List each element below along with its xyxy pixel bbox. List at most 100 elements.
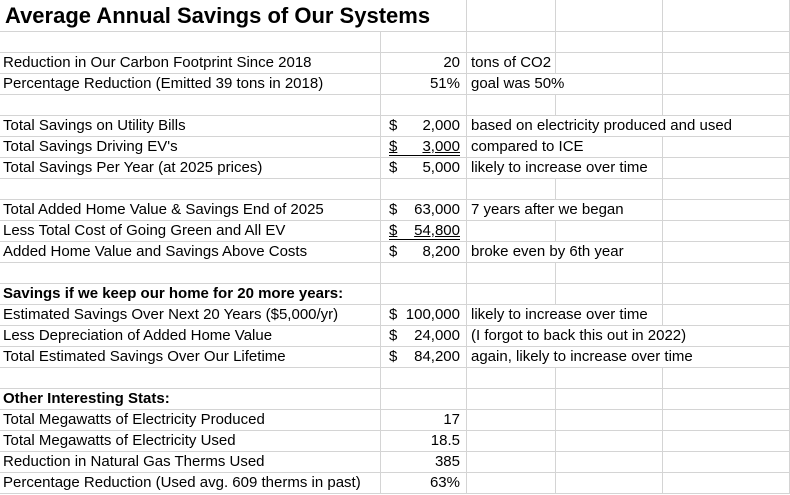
cell[interactable] — [556, 0, 663, 31]
row-label[interactable] — [0, 95, 381, 115]
cell[interactable] — [467, 0, 556, 31]
note-cell[interactable]: based on electricity produced and used — [467, 116, 790, 136]
cell[interactable] — [663, 95, 790, 115]
row-label[interactable]: Total Estimated Savings Over Our Lifetim… — [0, 347, 381, 367]
amount-cell[interactable]: $8,200 — [381, 242, 467, 262]
cell[interactable] — [663, 200, 790, 220]
value-cell[interactable] — [381, 284, 467, 304]
amount-cell[interactable]: $63,000 — [381, 200, 467, 220]
cell[interactable] — [467, 410, 556, 430]
cell[interactable] — [556, 389, 663, 409]
note-cell[interactable]: likely to increase over time — [467, 305, 663, 325]
value-cell[interactable] — [381, 263, 467, 283]
cell[interactable] — [663, 221, 790, 241]
cell[interactable] — [467, 263, 556, 283]
row-label[interactable]: Less Depreciation of Added Home Value — [0, 326, 381, 346]
cell[interactable] — [663, 158, 790, 178]
value-cell[interactable] — [381, 368, 467, 388]
cell[interactable] — [467, 452, 556, 472]
row-label[interactable] — [0, 179, 381, 199]
cell[interactable] — [663, 473, 790, 493]
cell[interactable] — [556, 410, 663, 430]
cell[interactable] — [663, 263, 790, 283]
row-label[interactable]: Reduction in Natural Gas Therms Used — [0, 452, 381, 472]
amount-cell[interactable]: $84,200 — [381, 347, 467, 367]
value-cell[interactable]: 51% — [381, 74, 467, 94]
row-label[interactable]: Total Added Home Value & Savings End of … — [0, 200, 381, 220]
cell[interactable] — [663, 305, 790, 325]
cell[interactable] — [663, 431, 790, 451]
cell[interactable] — [556, 473, 663, 493]
row-label[interactable]: Total Savings Driving EV's — [0, 137, 381, 157]
amount-cell[interactable]: $100,000 — [381, 305, 467, 325]
row-label[interactable]: Less Total Cost of Going Green and All E… — [0, 221, 381, 241]
note-cell[interactable]: (I forgot to back this out in 2022) — [467, 326, 790, 346]
cell[interactable] — [663, 242, 790, 262]
row-label[interactable]: Added Home Value and Savings Above Costs — [0, 242, 381, 262]
value-cell[interactable] — [381, 389, 467, 409]
value-cell[interactable]: 18.5 — [381, 431, 467, 451]
note-cell[interactable]: broke even by 6th year — [467, 242, 663, 262]
cell[interactable] — [556, 95, 663, 115]
cell[interactable] — [467, 389, 556, 409]
cell[interactable] — [467, 95, 556, 115]
row-label[interactable]: Percentage Reduction (Emitted 39 tons in… — [0, 74, 381, 94]
cell[interactable] — [663, 284, 790, 304]
note-cell[interactable]: tons of CO2 — [467, 53, 556, 73]
row-label[interactable]: Total Savings Per Year (at 2025 prices) — [0, 158, 381, 178]
row-label[interactable]: Total Megawatts of Electricity Used — [0, 431, 381, 451]
cell[interactable] — [663, 452, 790, 472]
note-cell[interactable]: goal was 50% — [467, 74, 663, 94]
value-cell[interactable]: 20 — [381, 53, 467, 73]
cell[interactable] — [663, 137, 790, 157]
value-cell[interactable] — [381, 32, 467, 52]
note-cell[interactable]: again, likely to increase over time — [467, 347, 790, 367]
sheet-title[interactable]: Average Annual Savings of Our Systems — [0, 0, 467, 31]
amount-cell[interactable]: $2,000 — [381, 116, 467, 136]
cell[interactable] — [556, 32, 663, 52]
value-cell[interactable] — [381, 95, 467, 115]
cell[interactable] — [467, 221, 556, 241]
row-label[interactable] — [0, 32, 381, 52]
cell[interactable] — [467, 179, 556, 199]
row-label[interactable] — [0, 263, 381, 283]
cell[interactable] — [467, 32, 556, 52]
value-cell[interactable]: 17 — [381, 410, 467, 430]
row-label[interactable]: Estimated Savings Over Next 20 Years ($5… — [0, 305, 381, 325]
value-cell[interactable]: 63% — [381, 473, 467, 493]
cell[interactable] — [663, 368, 790, 388]
row-label[interactable]: Reduction in Our Carbon Footprint Since … — [0, 53, 381, 73]
cell[interactable] — [556, 53, 663, 73]
cell[interactable] — [556, 368, 663, 388]
amount-cell[interactable]: $24,000 — [381, 326, 467, 346]
cell[interactable] — [556, 452, 663, 472]
section-heading[interactable]: Other Interesting Stats: — [0, 389, 381, 409]
cell[interactable] — [556, 179, 663, 199]
note-cell[interactable]: likely to increase over time — [467, 158, 663, 178]
row-label[interactable] — [0, 368, 381, 388]
value-cell[interactable]: 385 — [381, 452, 467, 472]
section-heading[interactable]: Savings if we keep our home for 20 more … — [0, 284, 381, 304]
amount-cell[interactable]: $3,000 — [381, 137, 467, 157]
cell[interactable] — [663, 53, 790, 73]
row-label[interactable]: Total Savings on Utility Bills — [0, 116, 381, 136]
row-label[interactable]: Total Megawatts of Electricity Produced — [0, 410, 381, 430]
cell[interactable] — [663, 32, 790, 52]
cell[interactable] — [467, 431, 556, 451]
amount-cell[interactable]: $5,000 — [381, 158, 467, 178]
cell[interactable] — [663, 0, 790, 31]
row-label[interactable]: Percentage Reduction (Used avg. 609 ther… — [0, 473, 381, 493]
cell[interactable] — [663, 389, 790, 409]
cell[interactable] — [467, 473, 556, 493]
amount-cell[interactable]: $54,800 — [381, 221, 467, 241]
note-cell[interactable]: 7 years after we began — [467, 200, 663, 220]
cell[interactable] — [556, 431, 663, 451]
note-cell[interactable]: compared to ICE — [467, 137, 663, 157]
cell[interactable] — [556, 284, 663, 304]
cell[interactable] — [556, 263, 663, 283]
cell[interactable] — [556, 221, 663, 241]
cell[interactable] — [663, 74, 790, 94]
value-cell[interactable] — [381, 179, 467, 199]
cell[interactable] — [467, 368, 556, 388]
cell[interactable] — [467, 284, 556, 304]
